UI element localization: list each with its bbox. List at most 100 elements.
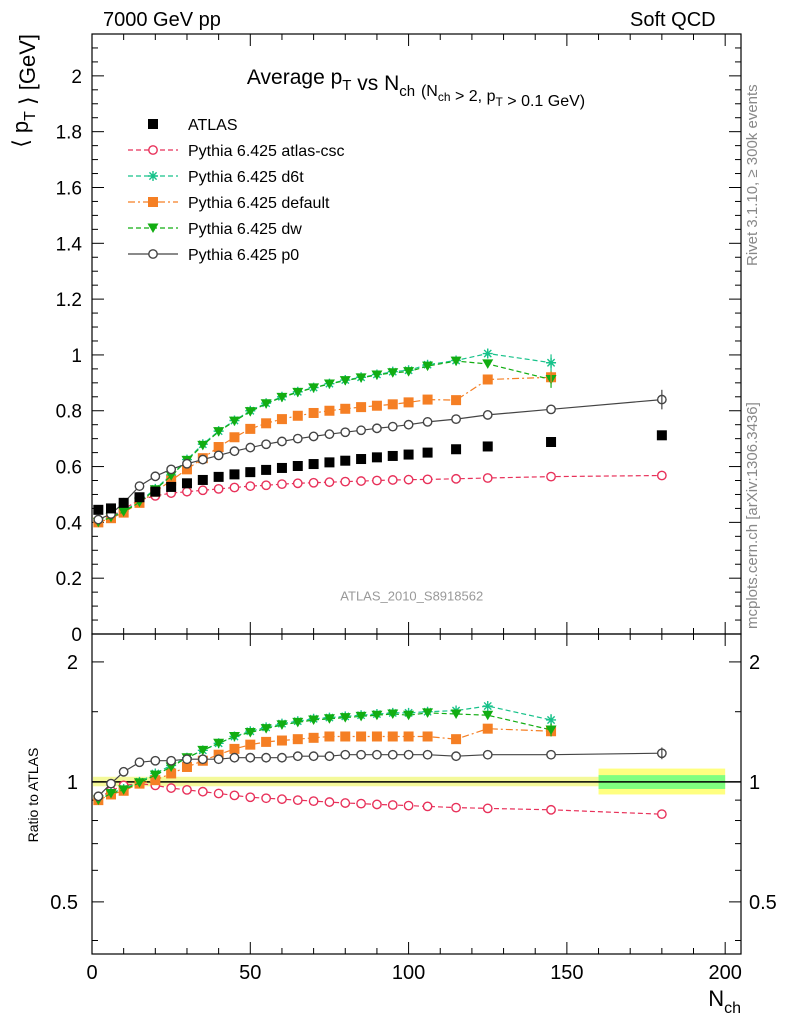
ratio-point-default [403, 731, 414, 742]
main-point-atlas_csc [451, 473, 461, 484]
legend-marker-default [148, 197, 158, 207]
main-point-dw [276, 392, 288, 403]
ratio-point-p0 [292, 751, 303, 762]
ratio-point-dw [133, 778, 145, 788]
y-axis-label: ⟨ pT ⟩ [GeV] [8, 34, 40, 148]
ratio-point-p0 [106, 778, 116, 789]
ratio-point-dw [213, 738, 225, 749]
ratio-point-default [482, 723, 493, 734]
ratio-point-dw [403, 710, 415, 721]
y-tick-label: 1.6 [56, 178, 82, 199]
main-point-atlas [166, 481, 177, 492]
ratio-point-atlas_csc [308, 796, 319, 806]
main-point-p0 [387, 421, 398, 432]
main-point-p0 [277, 436, 287, 447]
ratio-point-dw [308, 715, 320, 725]
y-tick-label: 0.2 [56, 569, 82, 590]
main-point-dw [323, 379, 335, 389]
main-point-atlas [546, 437, 557, 447]
ratio-point-d6t [482, 701, 493, 712]
main-point-atlas [324, 457, 335, 468]
main-point-default [181, 464, 192, 475]
main-point-default [356, 402, 367, 413]
main-point-dw [213, 427, 225, 437]
main-point-dw [403, 367, 415, 377]
x-tick-label: 150 [550, 962, 583, 984]
main-point-p0 [292, 433, 303, 444]
y-tick-label: 1 [71, 346, 82, 367]
ratio-point-default [166, 768, 177, 779]
ratio-point-dw [450, 709, 462, 720]
main-point-atlas [387, 450, 398, 461]
ratio-point-dw [105, 789, 117, 799]
main-point-atlas [292, 461, 303, 471]
ratio-point-dw [197, 745, 209, 756]
main-point-p0 [245, 442, 256, 453]
ratio-point-dw [165, 762, 177, 772]
main-point-p0 [229, 446, 240, 457]
main-point-p0 [403, 419, 414, 430]
main-point-dw [260, 399, 272, 409]
main-point-atlas [276, 462, 287, 473]
legend-marker-atlas [148, 119, 158, 129]
legend-label-dw: Pythia 6.425 dw [188, 221, 302, 238]
ratio-point-default [340, 731, 351, 742]
legend-label-default: Pythia 6.425 default [188, 195, 330, 212]
ratio-point-p0 [118, 766, 129, 777]
ratio-point-atlas_csc [197, 786, 208, 797]
main-point-atlas_csc [261, 480, 272, 491]
main-point-default [229, 432, 240, 443]
ratio-y-tick-label: 0.5 [50, 892, 78, 914]
main-point-dw [244, 407, 256, 417]
ratio-point-p0 [387, 749, 398, 760]
main-point-dw [387, 368, 399, 378]
main-point-atlas_csc [340, 476, 351, 487]
ratio-point-default [276, 735, 287, 746]
main-point-dw [165, 471, 177, 481]
main-point-atlas [197, 474, 208, 485]
main-point-dw [450, 356, 462, 367]
main-point-dw [292, 387, 304, 398]
main-point-atlas_csc [308, 477, 319, 488]
main-point-default [261, 418, 272, 429]
x-tick-label: 200 [708, 962, 741, 984]
ratio-point-p0 [422, 749, 433, 760]
ratio-point-atlas_csc [451, 802, 461, 813]
x-axis-label: Nch [708, 986, 741, 1017]
main-point-atlas [403, 449, 414, 460]
ratio-point-p0 [93, 791, 104, 802]
ratio-point-atlas_csc [229, 790, 240, 801]
ratio-point-p0 [372, 749, 382, 760]
ratio-point-dw [482, 710, 494, 721]
ratio-point-dw [422, 708, 434, 718]
legend-label-d6t: Pythia 6.425 d6t [188, 169, 304, 186]
main-point-default [308, 407, 319, 418]
main-point-atlas [229, 469, 240, 480]
ratio-point-p0 [150, 755, 161, 766]
x-tick-label: 0 [86, 962, 97, 984]
ratio-point-atlas_csc [213, 788, 224, 799]
ratio-point-dw [387, 709, 399, 720]
ratio-point-p0 [340, 749, 351, 760]
ratio-point-p0 [197, 754, 208, 765]
legend-marker-dw [147, 223, 159, 233]
main-point-p0 [93, 514, 104, 525]
ratio-point-default [324, 731, 335, 742]
main-point-atlas_csc [546, 471, 556, 482]
ratio-y-tick-label-right: 0.5 [749, 892, 777, 914]
main-point-atlas [371, 452, 382, 463]
ratio-point-p0 [403, 749, 414, 760]
ratio-point-atlas_csc [372, 799, 382, 810]
main-point-p0 [182, 458, 192, 469]
main-series-atlas [93, 430, 667, 515]
ratio-point-dw [339, 713, 351, 723]
x-tick-label: 100 [392, 962, 425, 984]
ratio-point-atlas_csc [656, 809, 667, 820]
header-right-label: Soft QCD [630, 9, 716, 31]
y-tick-label: 0.4 [56, 513, 83, 534]
main-point-atlas [451, 444, 462, 455]
main-point-p0 [422, 417, 433, 427]
y-tick-label: 2 [71, 67, 82, 88]
ratio-point-p0 [134, 757, 145, 768]
